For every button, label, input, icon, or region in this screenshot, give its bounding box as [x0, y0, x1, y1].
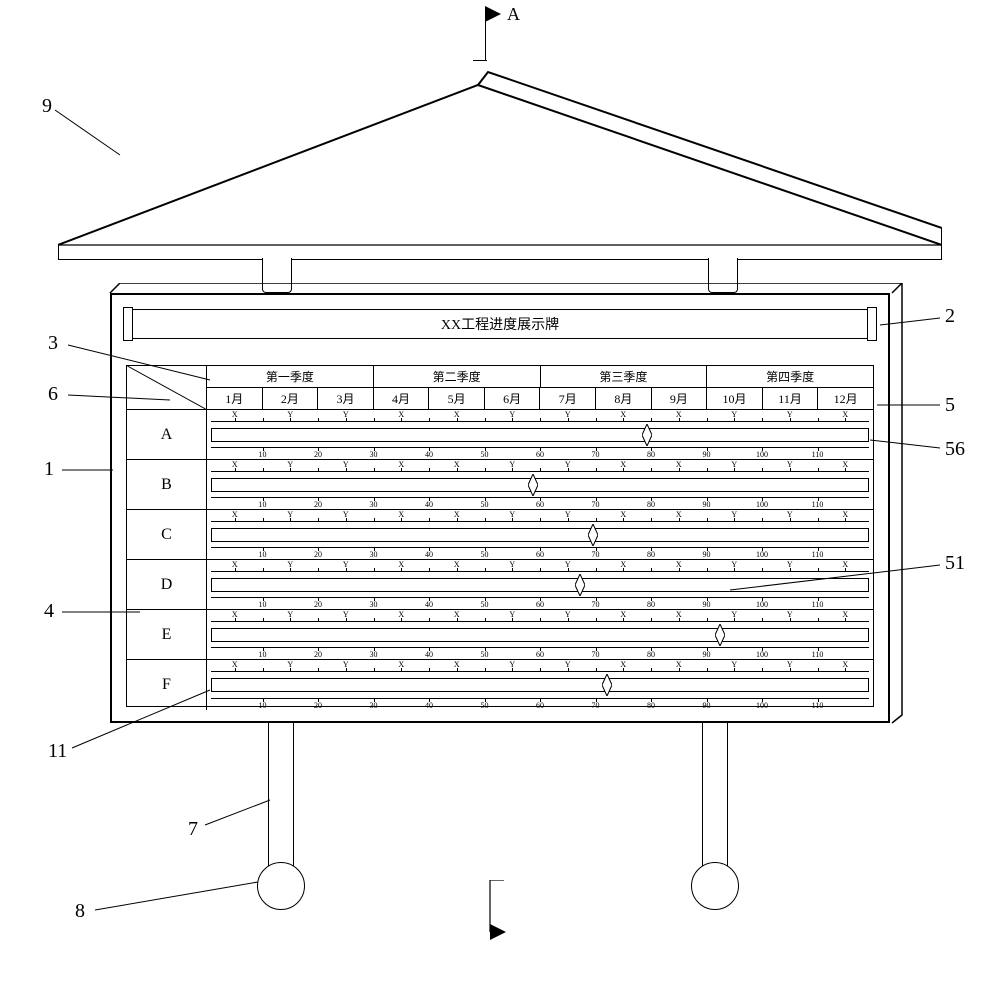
leg-left	[268, 723, 294, 873]
callout-3: 3	[48, 332, 58, 355]
progress-outline	[211, 428, 869, 442]
month-cell: 12月	[818, 388, 873, 409]
section-marker-top	[485, 8, 505, 48]
task-timeline: XYYXXYYXXYYX 102030405060708090100110	[207, 410, 873, 459]
ruler-bottom: 102030405060708090100110	[207, 495, 873, 507]
task-row: CXYYXXYYXXYYX 102030405060708090100110	[127, 510, 873, 560]
quarter-cell: 第一季度	[207, 366, 374, 387]
callout-5: 5	[945, 394, 955, 417]
callout-51: 51	[945, 552, 965, 575]
callout-11: 11	[48, 740, 67, 763]
task-timeline: XYYXXYYXXYYX 102030405060708090100110	[207, 610, 873, 659]
progress-indicator	[528, 474, 538, 496]
ruler-bottom: 102030405060708090100110	[207, 595, 873, 607]
ruler-bottom: 102030405060708090100110	[207, 445, 873, 457]
task-row: BXYYXXYYXXYYX 102030405060708090100110	[127, 460, 873, 510]
task-timeline: XYYXXYYXXYYX 102030405060708090100110	[207, 560, 873, 609]
progress-indicator	[588, 524, 598, 546]
progress-indicator	[715, 624, 725, 646]
ruler-bottom: 102030405060708090100110	[207, 645, 873, 657]
ruler-top: XYYXXYYXXYYX	[207, 612, 873, 624]
month-cell: 9月	[652, 388, 708, 409]
month-cell: 10月	[707, 388, 763, 409]
title-bar: XX工程进度展示牌	[126, 309, 874, 339]
month-cell: 3月	[318, 388, 374, 409]
ruler-bottom: 102030405060708090100110	[207, 696, 873, 708]
task-timeline: XYYXXYYXXYYX 102030405060708090100110	[207, 510, 873, 559]
progress-slot	[211, 478, 869, 492]
month-cell: 11月	[763, 388, 819, 409]
month-cell: 1月	[207, 388, 263, 409]
callout-6: 6	[48, 383, 58, 406]
wheel-left	[257, 862, 305, 910]
task-label: C	[127, 510, 207, 559]
progress-outline	[211, 528, 869, 542]
progress-slot	[211, 578, 869, 592]
task-timeline: XYYXXYYXXYYX 102030405060708090100110	[207, 660, 873, 710]
schedule-grid: 第一季度 第二季度 第三季度 第四季度 1月 2月 3月 4月 5月 6月 7月…	[126, 365, 874, 707]
progress-slot	[211, 678, 869, 692]
task-row: AXYYXXYYXXYYX 102030405060708090100110	[127, 410, 873, 460]
progress-indicator	[575, 574, 585, 596]
progress-indicator	[642, 424, 652, 446]
quarter-cell: 第四季度	[707, 366, 873, 387]
ruler-top: XYYXXYYXXYYX	[207, 462, 873, 474]
month-cell: 5月	[429, 388, 485, 409]
task-label: F	[127, 660, 207, 710]
quarter-cell: 第二季度	[374, 366, 541, 387]
month-row: 1月 2月 3月 4月 5月 6月 7月 8月 9月 10月 11月 12月	[207, 388, 873, 409]
grid-corner-cell	[127, 366, 207, 409]
task-label: E	[127, 610, 207, 659]
task-row: EXYYXXYYXXYYX 102030405060708090100110	[127, 610, 873, 660]
progress-slot	[211, 428, 869, 442]
callout-4: 4	[44, 600, 54, 623]
month-cell: 8月	[596, 388, 652, 409]
ruler-top: XYYXXYYXXYYX	[207, 662, 873, 674]
task-row: FXYYXXYYXXYYX 102030405060708090100110	[127, 660, 873, 710]
callout-7: 7	[188, 818, 198, 841]
display-board: XX工程进度展示牌 第一季度 第二季度 第三季度 第四季度 1月 2月	[110, 293, 890, 723]
progress-outline	[211, 628, 869, 642]
callout-56: 56	[945, 438, 965, 461]
section-marker-top-label: A	[507, 4, 520, 25]
month-cell: 7月	[540, 388, 596, 409]
ruler-top: XYYXXYYXXYYX	[207, 562, 873, 574]
quarter-row: 第一季度 第二季度 第三季度 第四季度	[207, 366, 873, 388]
progress-slot	[211, 628, 869, 642]
callout-9: 9	[42, 95, 52, 118]
task-label: B	[127, 460, 207, 509]
callout-8: 8	[75, 900, 85, 923]
section-marker-bottom	[484, 880, 514, 940]
month-cell: 2月	[263, 388, 319, 409]
ruler-top: XYYXXYYXXYYX	[207, 412, 873, 424]
month-cell: 6月	[485, 388, 541, 409]
quarter-cell: 第三季度	[541, 366, 708, 387]
ruler-bottom: 102030405060708090100110	[207, 545, 873, 557]
task-timeline: XYYXXYYXXYYX 102030405060708090100110	[207, 460, 873, 509]
diagram-canvas: A XX工程进度展示牌 第一季度	[0, 0, 1000, 982]
month-cell: 4月	[374, 388, 430, 409]
grid-body: AXYYXXYYXXYYX102030405060708090100110BXY…	[127, 410, 873, 710]
progress-outline	[211, 678, 869, 692]
ruler-top: XYYXXYYXXYYX	[207, 512, 873, 524]
board-title: XX工程进度展示牌	[441, 314, 559, 334]
progress-outline	[211, 578, 869, 592]
callout-1: 1	[44, 458, 54, 481]
progress-indicator	[602, 674, 612, 696]
callout-2: 2	[945, 305, 955, 328]
grid-header: 第一季度 第二季度 第三季度 第四季度 1月 2月 3月 4月 5月 6月 7月…	[127, 366, 873, 410]
roof-post-left	[262, 258, 292, 293]
leg-right	[702, 723, 728, 873]
progress-outline	[211, 478, 869, 492]
progress-slot	[211, 528, 869, 542]
task-row: DXYYXXYYXXYYX 102030405060708090100110	[127, 560, 873, 610]
roof-canopy	[58, 70, 942, 260]
roof-post-right	[708, 258, 738, 293]
task-label: A	[127, 410, 207, 459]
task-label: D	[127, 560, 207, 609]
wheel-right	[691, 862, 739, 910]
